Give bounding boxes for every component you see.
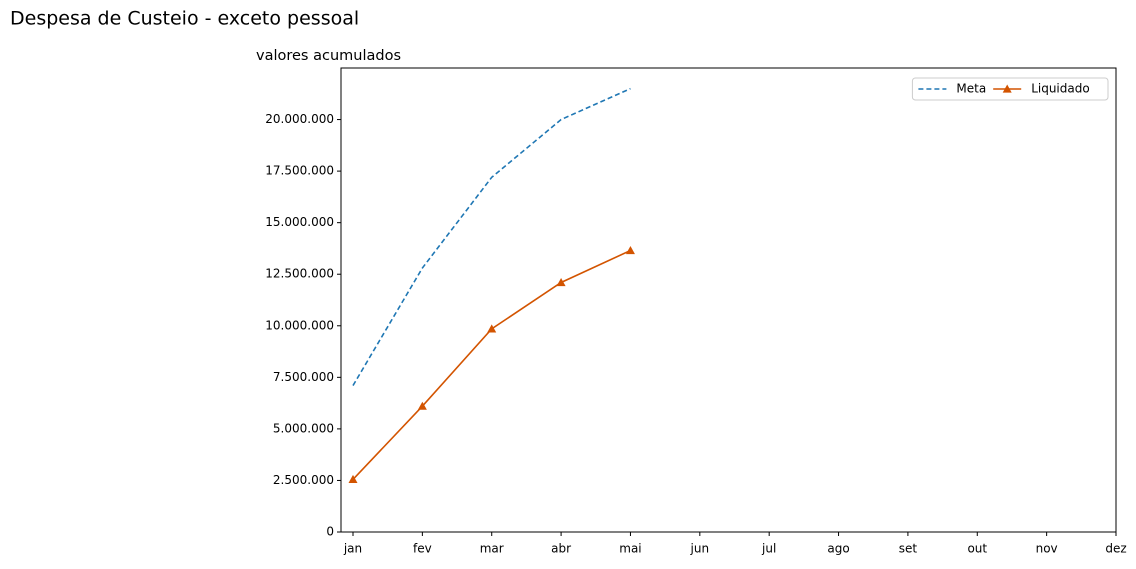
y-tick-label: 0 <box>326 525 334 539</box>
x-tick-label: jul <box>761 542 776 556</box>
chart-subtitle: valores acumulados <box>256 48 401 64</box>
chart-title: Despesa de Custeio - exceto pessoal <box>10 8 359 30</box>
x-tick-label: fev <box>413 542 432 556</box>
y-tick-label: 7.500.000 <box>273 370 334 384</box>
marker <box>417 401 427 410</box>
x-tick-label: dez <box>1105 542 1126 556</box>
x-tick-label: ago <box>827 542 849 556</box>
y-tick-label: 17.500.000 <box>265 164 334 178</box>
marker <box>625 246 635 255</box>
legend: Meta Liquidado <box>911 77 1109 101</box>
legend-marker <box>1002 84 1012 93</box>
y-tick-label: 15.000.000 <box>265 215 334 229</box>
marker <box>487 324 497 333</box>
series-line <box>352 249 631 480</box>
x-tick-label: mai <box>619 542 641 556</box>
y-tick-label: 5.000.000 <box>273 421 334 435</box>
legend-label: Meta <box>956 82 986 96</box>
x-tick-label: mar <box>480 542 504 556</box>
x-tick-label: set <box>899 542 918 556</box>
y-tick-label: 12.500.000 <box>265 267 334 281</box>
y-tick-label: 20.000.000 <box>265 112 334 126</box>
y-tick-label: 10.000.000 <box>265 318 334 332</box>
series-line <box>352 87 631 386</box>
marker <box>348 474 358 484</box>
x-tick-label: jan <box>343 542 362 556</box>
x-tick-label: out <box>967 542 987 556</box>
axes-frame <box>340 67 1117 533</box>
x-tick-label: nov <box>1036 542 1058 556</box>
y-tick-label: 2.500.000 <box>273 473 334 487</box>
marker <box>556 277 566 287</box>
x-tick-label: abr <box>551 542 571 556</box>
x-tick-label: jun <box>690 542 710 556</box>
legend-label: Liquidado <box>1031 82 1090 96</box>
